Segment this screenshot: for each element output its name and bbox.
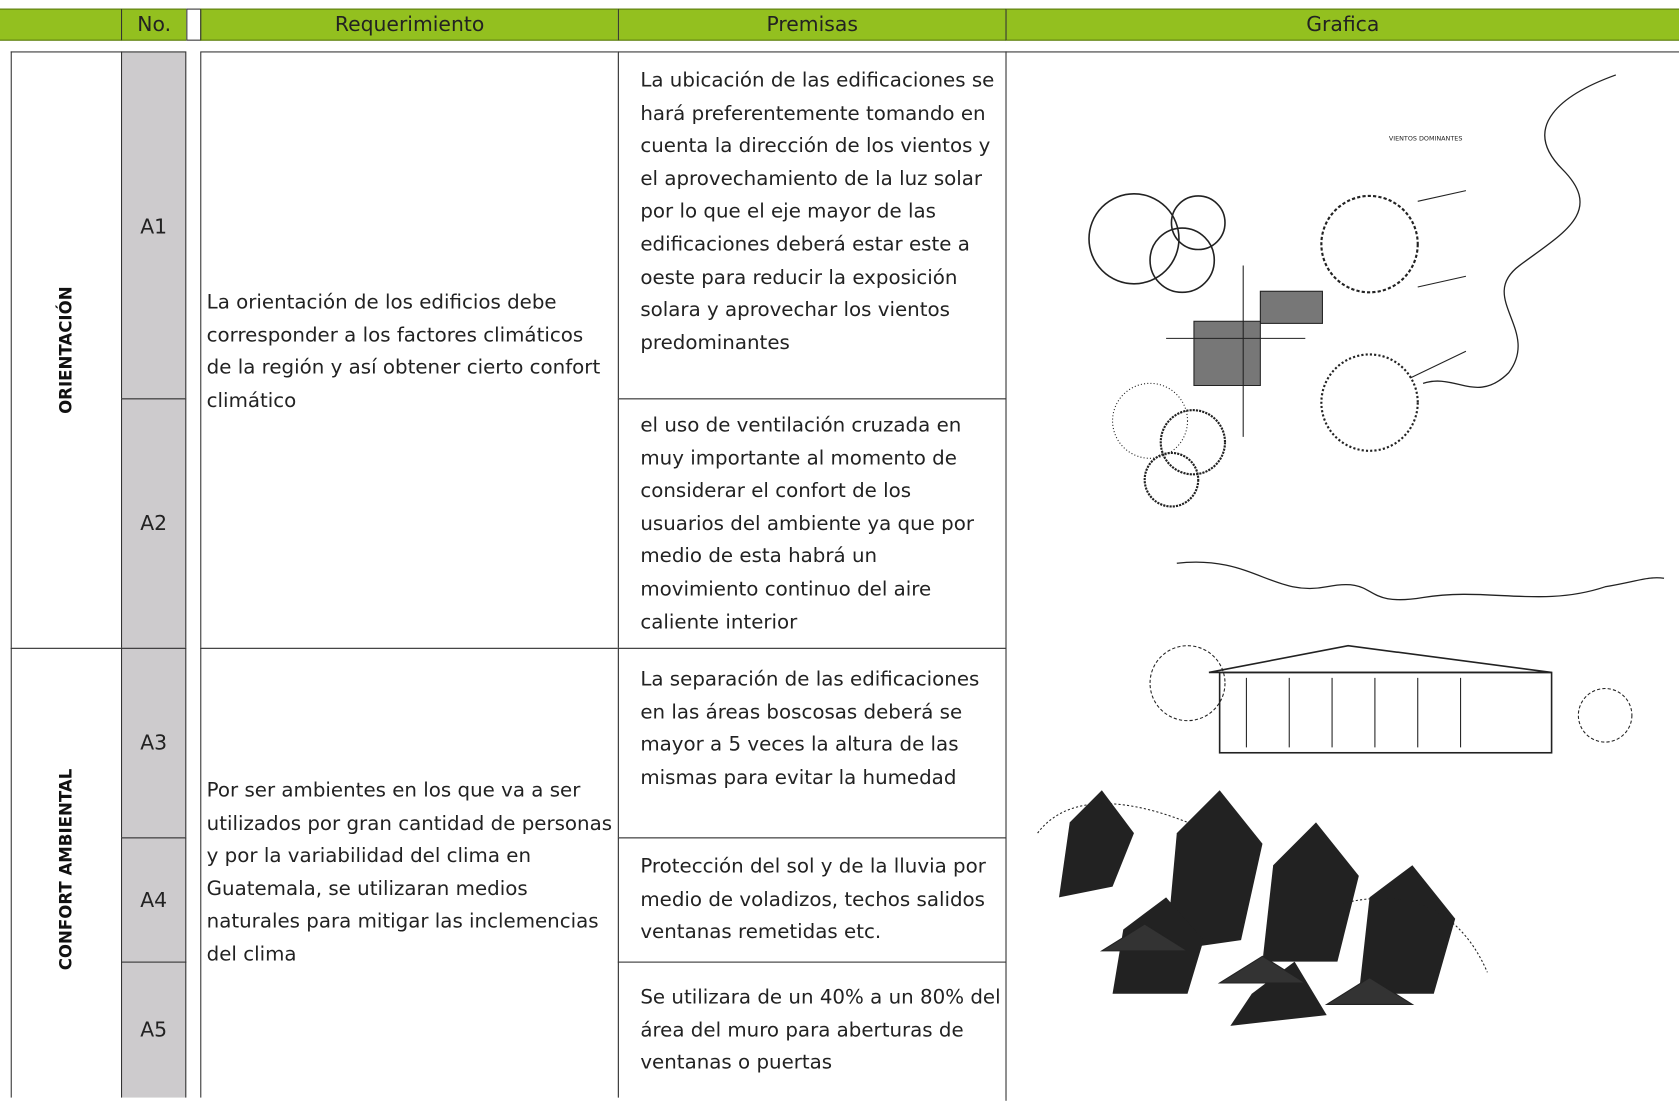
header-cell: Premisas — [617, 8, 1006, 41]
requirement-text: Por ser ambientes en los que va a ser ut… — [206, 779, 613, 966]
premise-cell: La separación de las edificaciones en la… — [617, 647, 1007, 839]
row-number: A3 — [121, 647, 187, 839]
row-number: A1 — [121, 51, 187, 400]
header-gap — [186, 8, 202, 41]
section-cell — [10, 51, 123, 649]
section-cell — [10, 647, 123, 1098]
row-number: A2 — [121, 398, 187, 649]
premise-cell: el uso de ventilación cruzada en muy imp… — [617, 398, 1007, 649]
header-cell: Grafica — [1005, 8, 1679, 41]
row-number: A5 — [121, 961, 187, 1098]
premise-cell: Se utilizara de un 40% a un 80% del área… — [617, 961, 1007, 1098]
premise-cell: La ubicación de las edificaciones se har… — [617, 51, 1007, 400]
header-cell: Requerimiento — [200, 8, 618, 41]
graphic-illustration: VIENTOS DOMINANTES — [1037, 74, 1665, 1026]
requirement-cell — [200, 647, 619, 1098]
row-number: A4 — [121, 837, 187, 963]
graphic-label: VIENTOS DOMINANTES — [1389, 134, 1463, 142]
premise-cell: Protección del sol y de la lluvia por me… — [617, 837, 1007, 963]
section-label: CONFORT AMBIENTAL — [56, 768, 77, 971]
section-label: ORIENTACIÓN — [56, 286, 77, 414]
header-cell: No. — [121, 8, 187, 41]
requirement-text: La orientación de los edificios debe cor… — [206, 291, 601, 413]
header-blank — [0, 8, 122, 41]
